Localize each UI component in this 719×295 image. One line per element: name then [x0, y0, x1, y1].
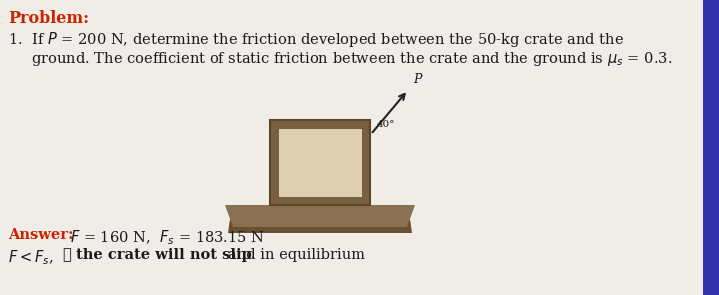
- Bar: [278, 128, 362, 197]
- Text: ∴: ∴: [62, 248, 70, 262]
- Bar: [703, 0, 719, 295]
- Text: 40°: 40°: [377, 120, 395, 130]
- Polygon shape: [228, 219, 412, 233]
- Text: ground. The coefficient of static friction between the crate and the ground is $: ground. The coefficient of static fricti…: [8, 50, 672, 68]
- Text: Answer:: Answer:: [8, 228, 73, 242]
- Text: $F < F_s$,: $F < F_s$,: [8, 248, 54, 267]
- Text: the crate will not slip: the crate will not slip: [76, 248, 252, 262]
- Text: and in equilibrium: and in equilibrium: [228, 248, 365, 262]
- Text: 1.  If $P$ = 200 N, determine the friction developed between the 50-kg crate and: 1. If $P$ = 200 N, determine the frictio…: [8, 30, 624, 49]
- Bar: [270, 120, 370, 205]
- Text: P: P: [413, 73, 421, 86]
- Polygon shape: [225, 205, 415, 227]
- Text: $F$ = 160 N,  $F_s$ = 183.15 N: $F$ = 160 N, $F_s$ = 183.15 N: [70, 228, 265, 247]
- Text: Problem:: Problem:: [8, 10, 89, 27]
